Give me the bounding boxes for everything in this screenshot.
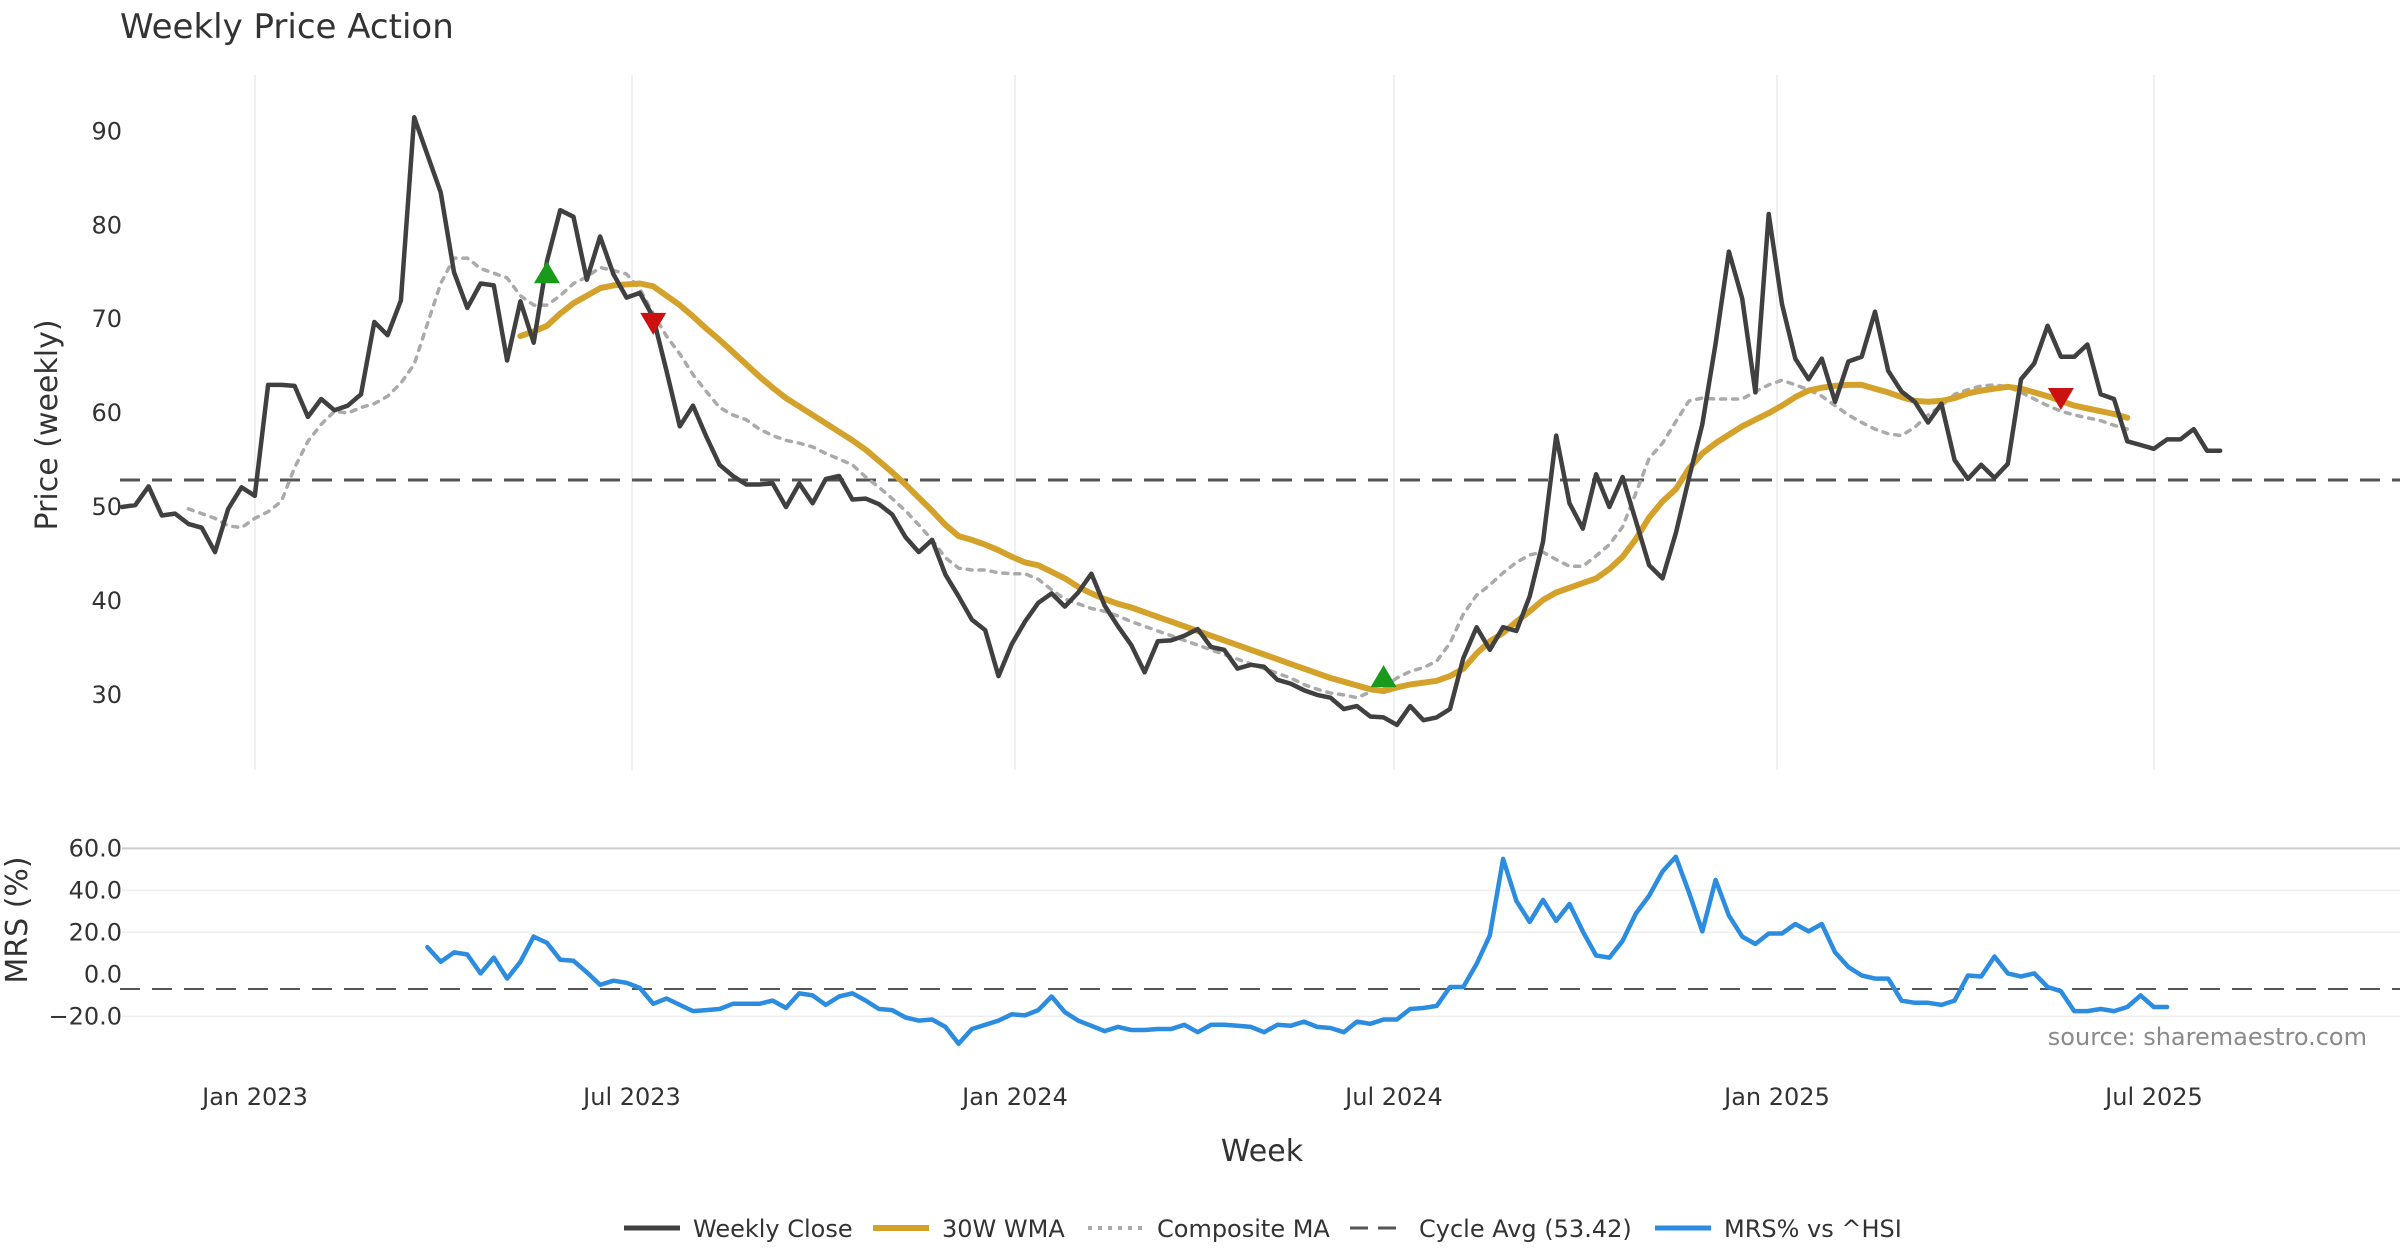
legend-label: Composite MA xyxy=(1157,1215,1330,1243)
composite-ma-line xyxy=(186,256,2130,700)
mrs-y-tick-label: 0.0 xyxy=(84,960,122,988)
legend-label: 30W WMA xyxy=(942,1215,1065,1243)
source-watermark: source: sharemaestro.com xyxy=(2048,1023,2367,1051)
x-tick-label: Jan 2025 xyxy=(1722,1083,1830,1111)
legend-label: Weekly Close xyxy=(693,1215,853,1243)
mrs-y-ticks: 60.0 40.0 20.0 0.0 −20.0 xyxy=(48,834,122,1030)
x-tick-label: Jul 2025 xyxy=(2103,1083,2203,1111)
signal-markers xyxy=(533,261,2074,688)
30w-wma-line xyxy=(517,280,2131,695)
price-y-axis-title: Price (weekly) xyxy=(30,319,65,530)
x-axis-title: Week xyxy=(1221,1134,1304,1169)
price-y-tick-label: 70 xyxy=(91,305,122,333)
legend-item: 30W WMA xyxy=(873,1215,1065,1243)
price-series xyxy=(119,115,2223,728)
buy-signal-marker xyxy=(533,261,560,284)
x-tick-label: Jul 2024 xyxy=(1343,1083,1443,1111)
price-y-tick-label: 30 xyxy=(91,681,122,709)
price-y-tick-label: 50 xyxy=(91,493,122,521)
x-tick-label: Jul 2023 xyxy=(581,1083,681,1111)
mrs-y-tick-label: 60.0 xyxy=(69,834,122,862)
legend-item: Weekly Close xyxy=(624,1215,853,1243)
price-y-tick-label: 60 xyxy=(91,399,122,427)
gridlines xyxy=(122,75,2400,1018)
mrs-y-tick-label: −20.0 xyxy=(48,1002,122,1030)
legend-label: MRS% vs ^HSI xyxy=(1724,1215,1902,1243)
mrs-y-tick-label: 20.0 xyxy=(69,918,122,946)
price-y-tick-label: 40 xyxy=(91,587,122,615)
price-y-tick-label: 80 xyxy=(91,211,122,239)
buy-signal-marker xyxy=(1370,665,1397,688)
mrs-y-axis-title: MRS (%) xyxy=(0,856,35,983)
legend: Weekly Close 30W WMA Composite MA Cycle Avg… xyxy=(624,1215,1902,1243)
x-tick-labels: Jan 2023 Jul 2023 Jan 2024 Jul 2024 Jan 2025… xyxy=(200,1083,2203,1111)
price-y-tick-label: 90 xyxy=(91,117,122,145)
price-y-ticks: 30 40 50 60 70 80 90 xyxy=(91,117,122,709)
legend-label: Cycle Avg (53.42) xyxy=(1419,1215,1632,1243)
legend-item: Cycle Avg (53.42) xyxy=(1350,1215,1632,1243)
x-tick-label: Jan 2023 xyxy=(200,1083,308,1111)
mrs-y-tick-label: 40.0 xyxy=(69,876,122,904)
weekly-close-line xyxy=(119,115,2223,728)
mrs-line xyxy=(425,854,2170,1046)
x-tick-label: Jan 2024 xyxy=(960,1083,1068,1111)
legend-item: Composite MA xyxy=(1088,1215,1330,1243)
legend-item: MRS% vs ^HSI xyxy=(1655,1215,1902,1243)
chart-title: Weekly Price Action xyxy=(120,7,454,47)
sell-signal-marker xyxy=(2047,388,2074,411)
sell-signal-marker xyxy=(640,312,667,335)
mrs-series xyxy=(425,854,2170,1046)
